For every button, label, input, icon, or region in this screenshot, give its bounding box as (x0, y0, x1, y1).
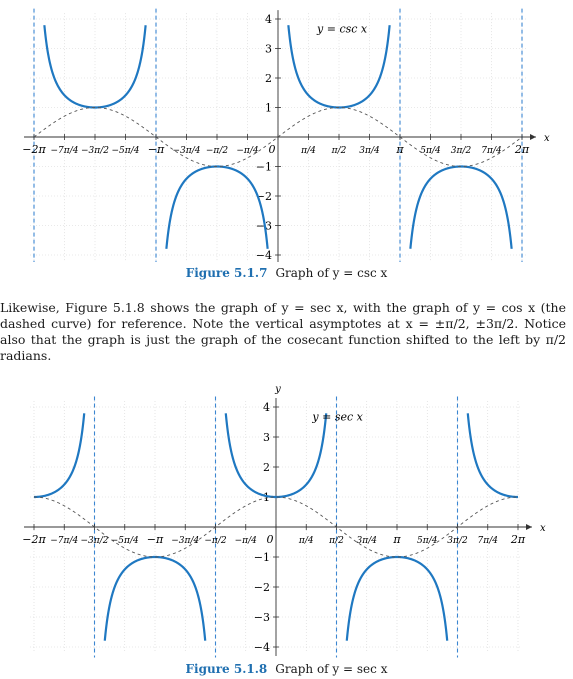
y-tick-label: −4 (254, 641, 270, 654)
x-tick-label: −5π/4 (111, 536, 139, 546)
series-line (43, 25, 147, 109)
x-tick-label: −π/4 (235, 536, 257, 546)
series-line (466, 413, 518, 499)
x-tick-label: 3π/2 (451, 146, 472, 156)
paragraph-text: Likewise, Figure 5.1.8 shows the graph o… (0, 300, 566, 363)
x-axis-label: x (540, 523, 546, 534)
x-tick-label: −5π/4 (112, 146, 140, 156)
x-tick-label: 0 (267, 533, 274, 546)
x-tick-label: 5π/4 (417, 536, 438, 546)
caption-text: Graph of y = sec x (275, 662, 388, 676)
x-axis-arrow (530, 134, 536, 140)
x-axis-label: x (544, 133, 550, 144)
figure-sec: x y −2π −7π/4 −3π/2 −5π/4 −π −3π/4 −π/2 −π/4 0 π/4 π… (0, 370, 573, 662)
x-tick-label: π/2 (331, 146, 347, 156)
x-tick-label: 7π/4 (481, 146, 502, 156)
x-tick-label: 3π/4 (357, 536, 378, 546)
x-tick-label: −3π/2 (81, 536, 109, 546)
series-line (287, 25, 391, 109)
x-tick-label: π/4 (300, 146, 316, 156)
x-tick-label: −π (148, 143, 165, 156)
dashed-reference-curve (34, 496, 518, 558)
x-tick-label: 2π (514, 143, 530, 156)
caption-text: Graph of y = csc x (275, 266, 388, 280)
series-line (103, 555, 207, 641)
x-tick-label: −7π/4 (50, 536, 78, 546)
x-tick-label: −π (147, 533, 164, 546)
series-line (165, 165, 269, 249)
x-tick-label: π/4 (298, 536, 314, 546)
x-tick-label: −3π/4 (173, 146, 201, 156)
caption-label: Figure 5.1.8 (185, 662, 268, 676)
x-tick-label: π/2 (328, 536, 344, 546)
function-label: y = csc x (316, 22, 368, 35)
y-tick-label: 4 (265, 13, 272, 26)
figure-5-1-8-caption: Figure 5.1.8 Graph of y = sec x (0, 662, 573, 676)
y-tick-label: 1 (265, 102, 272, 115)
y-tick-label: 3 (265, 43, 272, 56)
y-tick-label: −1 (254, 551, 270, 564)
sec-graph: xy−2π −7π/4 −3π/2 −5π/4 −π −3π/4 −π/2 −π/4 0 π/4 π… (22, 384, 546, 658)
x-tick-label: −π/2 (204, 536, 226, 546)
x-tick-label: −2π (22, 533, 46, 546)
y-tick-label: −1 (256, 161, 272, 174)
body-paragraph: Likewise, Figure 5.1.8 shows the graph o… (0, 300, 566, 364)
x-tick-label: 2π (510, 533, 526, 546)
y-tick-label: −4 (256, 249, 272, 262)
dashed-reference-curve (33, 107, 523, 167)
x-tick-label: −3π/4 (171, 536, 199, 546)
x-tick-label: −π/4 (236, 146, 258, 156)
series-line (34, 413, 86, 499)
x-tick-label: 0 (269, 143, 276, 156)
y-tick-label: 3 (263, 431, 270, 444)
x-tick-label: −2π (22, 143, 46, 156)
x-tick-label: 5π/4 (420, 146, 441, 156)
series-line (345, 555, 449, 641)
x-tick-label: 3π/4 (359, 146, 380, 156)
figure-5-1-7-caption: Figure 5.1.7 Graph of y = csc x (0, 266, 573, 280)
csc-graph: x −2π −7π/4 −3π/2 −5π/4 −π −3π/4 −π/2 −π/4 0 π/4 π/… (22, 8, 550, 266)
y-tick-label: 2 (263, 461, 270, 474)
function-label: y = sec x (311, 411, 363, 424)
y-tick-label: 4 (263, 401, 270, 414)
y-tick-label: −2 (254, 581, 270, 594)
figure-csc: x −2π −7π/4 −3π/2 −5π/4 −π −3π/4 −π/2 −π/4 0 π/4 π/… (0, 0, 573, 266)
series-line (224, 413, 328, 499)
y-axis-label: y (274, 384, 281, 395)
x-tick-label: π (392, 533, 401, 546)
y-tick-label: 2 (265, 72, 272, 85)
x-tick-label: −π/2 (206, 146, 228, 156)
caption-label: Figure 5.1.7 (185, 266, 268, 280)
x-tick-label: −3π/2 (81, 146, 109, 156)
x-tick-label: 7π/4 (478, 536, 499, 546)
x-tick-label: −7π/4 (51, 146, 79, 156)
x-tick-label: 3π/2 (447, 536, 468, 546)
x-axis-arrow (526, 524, 532, 530)
y-tick-label: −3 (254, 611, 270, 624)
series-line (409, 165, 513, 249)
x-tick-label: π (395, 143, 404, 156)
